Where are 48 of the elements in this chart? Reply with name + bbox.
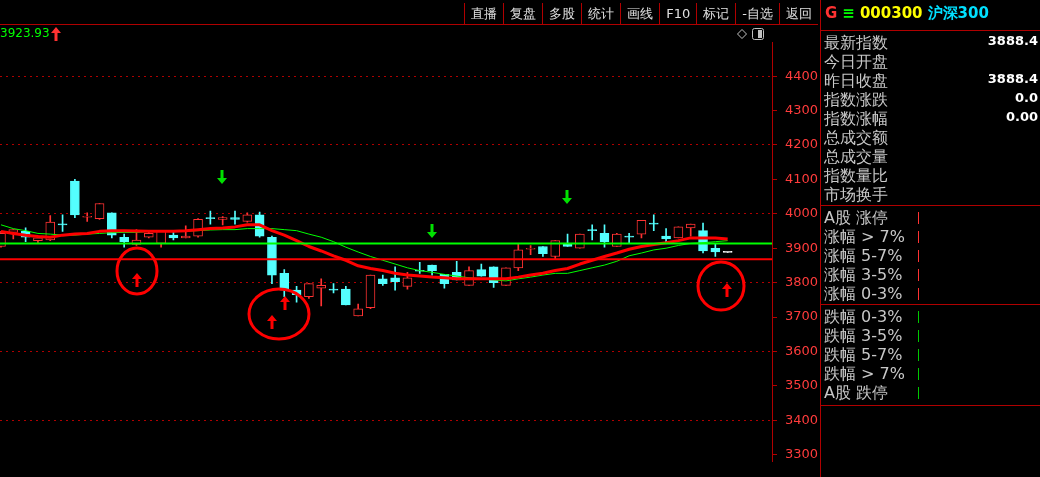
candlestick bbox=[82, 212, 93, 222]
y-tick-label: 3800 bbox=[785, 274, 819, 289]
category-label: 跌幅 > 7% bbox=[824, 364, 905, 383]
category-label: A股 涨停 bbox=[824, 208, 889, 227]
category-label: A股 跌停 bbox=[824, 383, 889, 402]
category-label: 涨幅 0-3% bbox=[824, 284, 903, 303]
y-tick-label: 4000 bbox=[785, 205, 819, 221]
text: 直播 bbox=[464, 3, 504, 24]
category-label: 涨幅 5-7% bbox=[824, 246, 903, 265]
y-tick-label: 4300 bbox=[785, 101, 819, 117]
candlestick bbox=[648, 214, 659, 231]
text: 多股 bbox=[542, 3, 582, 24]
category-label: 跌幅 0-3% bbox=[824, 307, 903, 326]
y-tick-label: 4200 bbox=[785, 136, 819, 152]
text: 标记 bbox=[696, 3, 736, 24]
text: 3888.4 bbox=[987, 33, 1038, 48]
category-label: 今日开盘 bbox=[824, 52, 888, 71]
y-tick-label: 3500 bbox=[785, 377, 819, 393]
text: 3888.4 bbox=[987, 71, 1038, 86]
text: 复盘 bbox=[503, 3, 543, 24]
category-label: 跌幅 5-7% bbox=[824, 345, 903, 364]
text: -自选 bbox=[735, 3, 779, 24]
y-tick-label: 3600 bbox=[785, 342, 819, 358]
category-label: 涨幅 > 7% bbox=[824, 227, 905, 246]
category-label: 市场换手 bbox=[824, 185, 888, 204]
category-label: 指数涨跌 bbox=[824, 90, 888, 109]
category-label: 跌幅 3-5% bbox=[824, 326, 903, 345]
category-label: 最新指数 bbox=[824, 33, 888, 52]
category-label: 指数量比 bbox=[824, 166, 888, 185]
y-tick-label: 3900 bbox=[785, 239, 819, 255]
text: 画线 bbox=[620, 3, 660, 24]
text: 0.0 bbox=[1014, 90, 1038, 105]
y-tick-label: 4100 bbox=[785, 170, 819, 186]
category-label: 涨幅 3-5% bbox=[824, 265, 903, 284]
category-label: 昨日收盘 bbox=[824, 71, 888, 90]
y-tick-label: 3300 bbox=[785, 446, 819, 462]
text: 3923.93 bbox=[0, 26, 50, 40]
y-tick-label: 3400 bbox=[785, 411, 819, 427]
text: 返回 bbox=[779, 3, 818, 24]
y-tick-label: 4400 bbox=[785, 67, 819, 83]
text: F10 bbox=[659, 3, 697, 24]
text: 0.00 bbox=[1005, 109, 1038, 124]
category-label: 总成交量 bbox=[824, 147, 888, 166]
category-label: 总成交额 bbox=[824, 128, 888, 147]
text: 统计 bbox=[581, 3, 621, 24]
y-tick-label: 3700 bbox=[785, 308, 819, 324]
text: G ≡ 000300 沪深300 bbox=[825, 4, 989, 22]
category-label: 指数涨幅 bbox=[824, 109, 888, 128]
